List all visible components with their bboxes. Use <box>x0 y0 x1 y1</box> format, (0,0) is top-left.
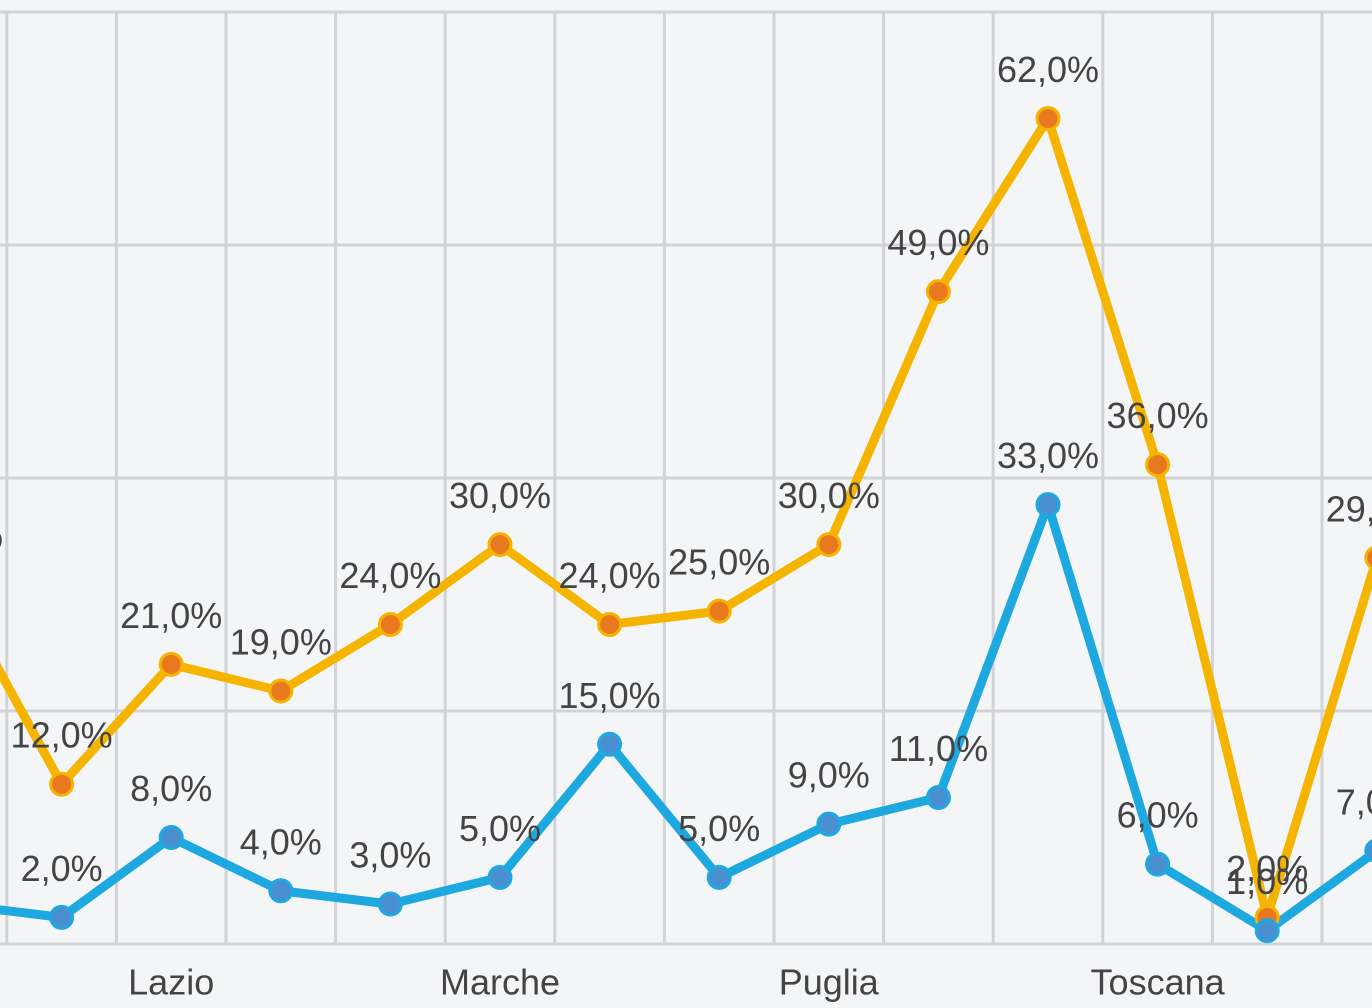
series-line <box>0 500 1372 936</box>
data-label: 62,0% <box>997 49 1099 90</box>
data-label: 9,0% <box>788 755 870 796</box>
data-label: 4,0% <box>240 821 322 862</box>
data-point <box>487 532 513 558</box>
x-tick-label: Puglia <box>779 962 880 1003</box>
data-point <box>487 864 513 890</box>
data-label: 3,0% <box>349 835 431 876</box>
data-point <box>1145 851 1171 877</box>
data-label: 5,0% <box>678 808 760 849</box>
data-point <box>268 878 294 904</box>
data-point <box>268 678 294 704</box>
data-point <box>1035 106 1061 132</box>
data-label: 29,0% <box>1326 488 1372 529</box>
data-point <box>1035 492 1061 518</box>
data-label: 27,0% <box>0 515 3 556</box>
data-label: 30,0% <box>449 475 551 516</box>
data-label: 36,0% <box>1107 395 1209 436</box>
data-point <box>706 598 732 624</box>
data-point <box>706 864 732 890</box>
x-tick-label: Lazio <box>128 962 214 1003</box>
data-point <box>1364 546 1372 570</box>
data-point <box>597 611 623 637</box>
data-label: 6,0% <box>1117 795 1199 836</box>
data-point <box>925 785 951 811</box>
data-label: 24,0% <box>559 555 661 596</box>
data-point <box>377 891 403 917</box>
data-label: 25,0% <box>668 542 770 583</box>
data-point <box>1254 918 1280 944</box>
data-label: 19,0% <box>230 622 332 663</box>
series-line <box>0 114 1372 922</box>
data-label: 33,0% <box>997 435 1099 476</box>
data-label: 15,0% <box>559 675 661 716</box>
data-point <box>597 731 623 757</box>
data-label: 49,0% <box>887 222 989 263</box>
data-point <box>158 651 184 677</box>
data-label: 8,0% <box>130 768 212 809</box>
data-label: 21,0% <box>120 595 222 636</box>
data-label: 5,0% <box>459 808 541 849</box>
data-label: 7,0% <box>1336 781 1372 822</box>
data-label: 1,0% <box>1226 861 1308 902</box>
data-label: 30,0% <box>778 475 880 516</box>
data-label: 2,0% <box>1226 848 1308 889</box>
data-point <box>377 611 403 637</box>
data-point <box>816 532 842 558</box>
data-point <box>816 811 842 837</box>
data-point <box>158 824 184 850</box>
x-tick-label: Toscana <box>1091 962 1226 1003</box>
data-point <box>49 904 75 930</box>
data-label: 2,0% <box>21 848 103 889</box>
data-label: 11,0% <box>889 728 988 769</box>
data-point <box>1145 452 1171 478</box>
data-point <box>1364 839 1372 863</box>
data-label: 12,0% <box>11 715 113 756</box>
x-tick-label: Marche <box>440 962 560 1003</box>
data-point <box>49 771 75 797</box>
data-label: 24,0% <box>339 555 441 596</box>
data-point <box>925 279 951 305</box>
